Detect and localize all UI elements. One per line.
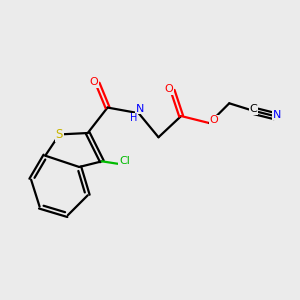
Text: O: O — [165, 84, 174, 94]
Text: N: N — [273, 110, 282, 120]
Text: S: S — [56, 128, 63, 141]
Text: C: C — [249, 104, 257, 114]
Text: O: O — [89, 77, 98, 87]
Text: Cl: Cl — [119, 156, 130, 166]
Text: H: H — [130, 113, 137, 123]
Text: N: N — [136, 104, 144, 114]
Text: O: O — [209, 115, 218, 125]
